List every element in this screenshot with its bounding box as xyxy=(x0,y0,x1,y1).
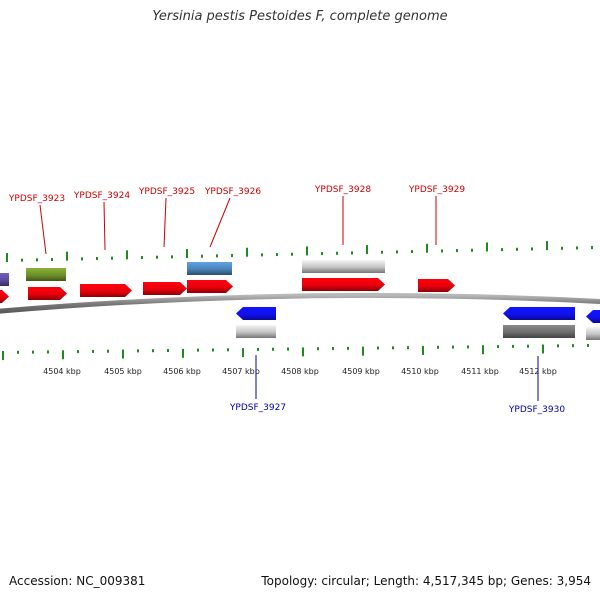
gene-arrow-YPDSF_3927 xyxy=(236,307,276,320)
gene-label: YPDSF_3930 xyxy=(508,405,565,415)
gene-arrow-YPDSF_3926 xyxy=(187,280,233,293)
scale-label: 4511 kbp xyxy=(461,367,499,376)
feature-block xyxy=(586,327,600,340)
gene-arrow-YPDSF_3928 xyxy=(302,278,385,291)
gene-arrow xyxy=(586,310,600,323)
gene-label: YPDSF_3925 xyxy=(138,187,195,197)
gene-label: YPDSF_3923 xyxy=(8,194,65,204)
gene-arrow-YPDSF_3925 xyxy=(80,284,132,297)
feature-block xyxy=(302,260,385,273)
leader-line xyxy=(39,204,47,255)
scale-label: 4510 kbp xyxy=(401,367,439,376)
topology-text: Topology: circular; Length: 4,517,345 bp… xyxy=(261,574,591,588)
gene-labels: YPDSF_3923 YPDSF_3924 YPDSF_3925 YPDSF_3926… xyxy=(8,185,565,415)
scale-label: 4505 kbp xyxy=(104,367,142,376)
gene-label: YPDSF_3924 xyxy=(73,191,130,201)
leader-line xyxy=(209,197,231,248)
gene-label: YPDSF_3928 xyxy=(314,185,371,195)
scale-label: 4509 kbp xyxy=(342,367,380,376)
leader-line xyxy=(163,197,167,248)
accession-text: Accession: NC_009381 xyxy=(9,574,146,588)
gene-arrow-YPDSF_3925b xyxy=(143,282,187,295)
gene-arrow-YPDSF_3929 xyxy=(418,279,455,292)
scale-label: 4507 kbp xyxy=(222,367,260,376)
bottom-tick-row xyxy=(2,343,589,360)
feature-block xyxy=(187,262,232,275)
feature-block xyxy=(0,273,9,286)
scale-label: 4504 kbp xyxy=(43,367,81,376)
genome-backbone xyxy=(0,292,600,314)
leader-line xyxy=(103,201,106,251)
scale-label: 4508 kbp xyxy=(281,367,319,376)
feature-track xyxy=(0,260,600,340)
map-title: Yersinia pestis Pestoides F, complete ge… xyxy=(152,9,448,24)
gene-label: YPDSF_3927 xyxy=(229,403,286,413)
scale-labels: 4504 kbp 4505 kbp 4506 kbp 4507 kbp 4508 kbp… xyxy=(43,367,557,376)
gene-arrow-YPDSF_3923 xyxy=(0,290,9,303)
feature-block xyxy=(26,268,66,281)
gene-arrow-YPDSF_3930 xyxy=(503,307,575,320)
feature-block xyxy=(503,325,575,338)
top-tick-row xyxy=(6,241,593,262)
scale-label: 4506 kbp xyxy=(163,367,201,376)
gene-label: YPDSF_3929 xyxy=(408,185,465,195)
gene-arrow-YPDSF_3924 xyxy=(28,287,67,300)
feature-block xyxy=(236,325,276,338)
gene-label: YPDSF_3926 xyxy=(204,187,261,197)
